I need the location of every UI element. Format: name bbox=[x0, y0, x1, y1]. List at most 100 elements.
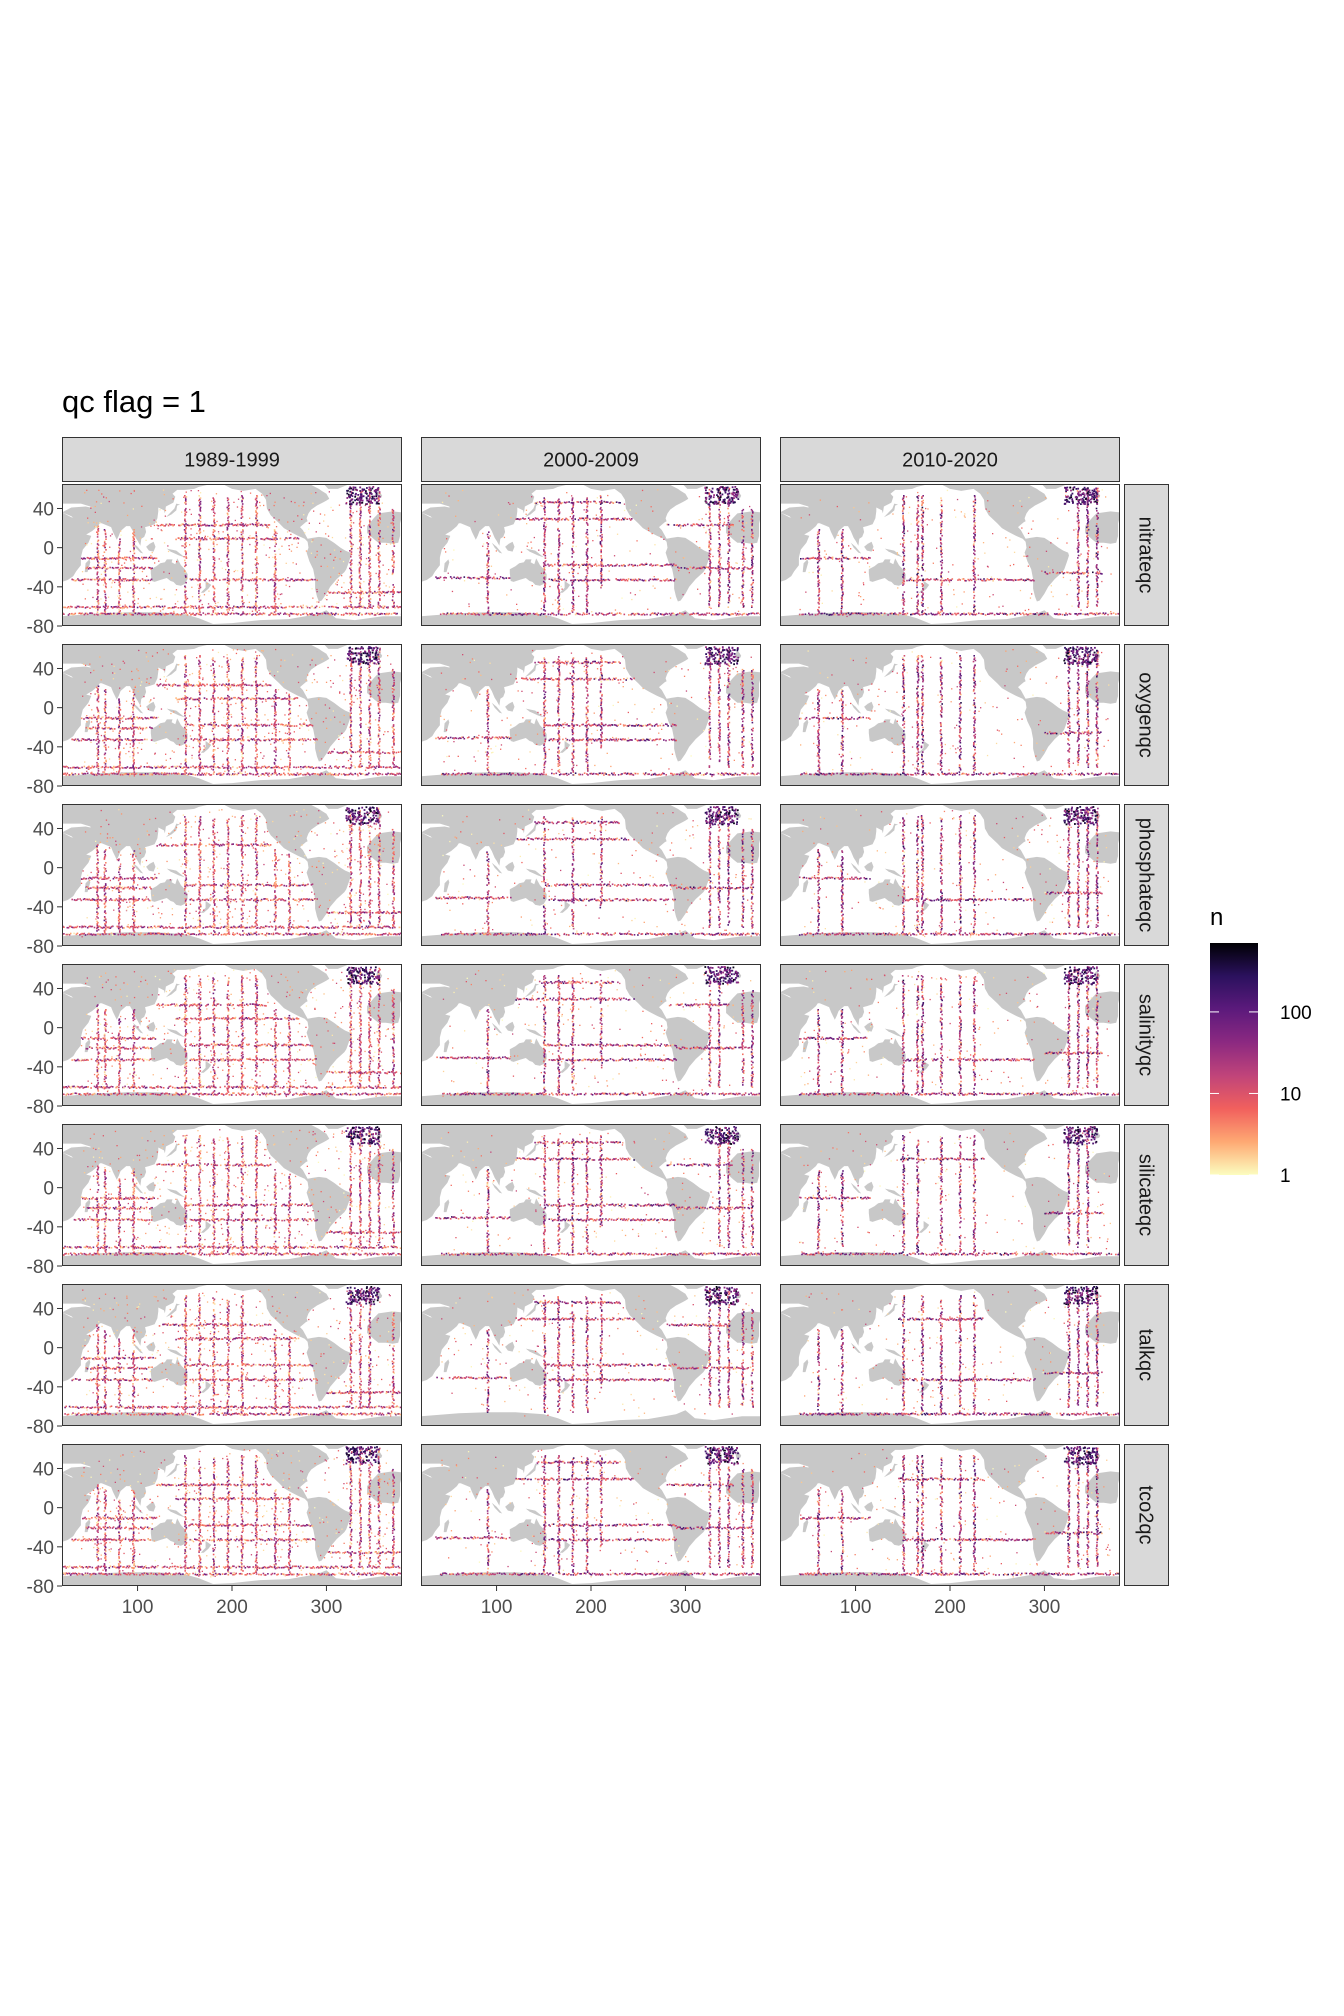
data-cell bbox=[120, 557, 123, 559]
data-cell bbox=[312, 614, 315, 616]
data-cell bbox=[213, 506, 215, 509]
data-cell bbox=[712, 501, 714, 504]
data-cell bbox=[543, 532, 546, 535]
data-cell bbox=[227, 593, 230, 596]
data-cell bbox=[470, 613, 473, 615]
data-cell bbox=[140, 526, 143, 528]
data-cell bbox=[213, 518, 216, 521]
data-cell bbox=[722, 524, 724, 527]
data-cell bbox=[268, 524, 271, 526]
data-cell bbox=[903, 600, 906, 603]
data-cell bbox=[350, 546, 353, 549]
data-cell bbox=[742, 508, 745, 511]
data-cell bbox=[153, 524, 156, 527]
data-cell bbox=[586, 563, 588, 565]
data-cell bbox=[470, 577, 472, 580]
data-cell bbox=[350, 566, 353, 569]
data-cell bbox=[359, 510, 362, 512]
data-cell bbox=[1102, 612, 1105, 614]
data-cell bbox=[201, 606, 203, 609]
data-cell bbox=[392, 595, 394, 598]
data-cell bbox=[392, 591, 394, 593]
data-cell bbox=[705, 501, 708, 503]
data-cell bbox=[177, 607, 180, 609]
data-cell bbox=[153, 605, 156, 608]
data-cell bbox=[360, 534, 362, 537]
data-cell bbox=[711, 487, 714, 490]
data-cell bbox=[507, 502, 510, 504]
data-cell bbox=[335, 612, 337, 615]
data-cell bbox=[1055, 572, 1058, 575]
data-cell bbox=[1085, 613, 1088, 616]
data-cell bbox=[628, 563, 631, 566]
data-cell bbox=[890, 612, 893, 615]
data-cell bbox=[92, 606, 95, 608]
data-cell bbox=[367, 595, 370, 597]
data-cell bbox=[727, 570, 729, 572]
data-cell bbox=[314, 578, 316, 581]
data-cell bbox=[67, 614, 70, 616]
data-cell bbox=[104, 571, 106, 573]
data-cell bbox=[359, 508, 362, 511]
data-cell bbox=[97, 560, 99, 563]
data-cell bbox=[267, 527, 269, 529]
data-cell bbox=[716, 613, 718, 616]
data-cell bbox=[654, 612, 656, 615]
data-cell bbox=[258, 522, 260, 524]
data-cell bbox=[589, 579, 591, 582]
data-cell bbox=[349, 530, 352, 532]
data-cell bbox=[1005, 579, 1008, 581]
data-cell bbox=[179, 614, 182, 616]
data-cell bbox=[708, 493, 711, 496]
data-cell bbox=[378, 499, 380, 502]
data-cell bbox=[228, 580, 230, 583]
data-cell bbox=[591, 565, 593, 567]
data-cell bbox=[731, 567, 734, 569]
data-cell bbox=[598, 519, 600, 521]
data-cell bbox=[489, 535, 491, 537]
data-cell bbox=[350, 494, 352, 496]
data-cell bbox=[468, 612, 470, 614]
data-cell bbox=[198, 536, 200, 538]
data-cell bbox=[133, 490, 135, 492]
data-cell bbox=[225, 542, 228, 544]
landmass-0 bbox=[581, 484, 710, 602]
landmass-0 bbox=[940, 484, 1069, 602]
data-cell bbox=[120, 530, 122, 532]
data-cell bbox=[192, 612, 194, 615]
data-cell bbox=[585, 532, 587, 535]
data-cell bbox=[212, 507, 214, 510]
data-cell bbox=[828, 614, 830, 616]
data-cell bbox=[585, 581, 588, 584]
data-cell bbox=[534, 613, 536, 615]
data-cell bbox=[254, 578, 256, 580]
data-cell bbox=[922, 529, 924, 531]
data-cell bbox=[274, 562, 277, 564]
data-cell bbox=[682, 593, 684, 596]
data-cell bbox=[135, 567, 138, 569]
data-cell bbox=[109, 566, 111, 569]
data-cell bbox=[254, 563, 256, 566]
data-cell bbox=[939, 596, 942, 598]
data-cell bbox=[921, 585, 924, 588]
data-cell bbox=[228, 606, 231, 609]
data-cell bbox=[199, 579, 201, 582]
data-cell bbox=[548, 517, 550, 520]
data-cell bbox=[718, 500, 721, 503]
landmass-0 bbox=[222, 484, 351, 602]
data-cell bbox=[518, 518, 521, 521]
data-cell bbox=[224, 524, 226, 526]
data-cell bbox=[709, 579, 711, 581]
data-cell bbox=[719, 566, 721, 569]
data-cell bbox=[575, 545, 577, 548]
data-cell bbox=[241, 516, 244, 518]
data-cell bbox=[63, 613, 65, 615]
data-cell bbox=[368, 494, 371, 497]
data-cell bbox=[368, 490, 371, 492]
data-cell bbox=[705, 614, 707, 616]
data-cell bbox=[557, 597, 559, 599]
data-cell bbox=[657, 578, 659, 580]
data-cell bbox=[357, 499, 359, 501]
data-cell bbox=[941, 580, 943, 583]
data-cell bbox=[710, 538, 712, 540]
